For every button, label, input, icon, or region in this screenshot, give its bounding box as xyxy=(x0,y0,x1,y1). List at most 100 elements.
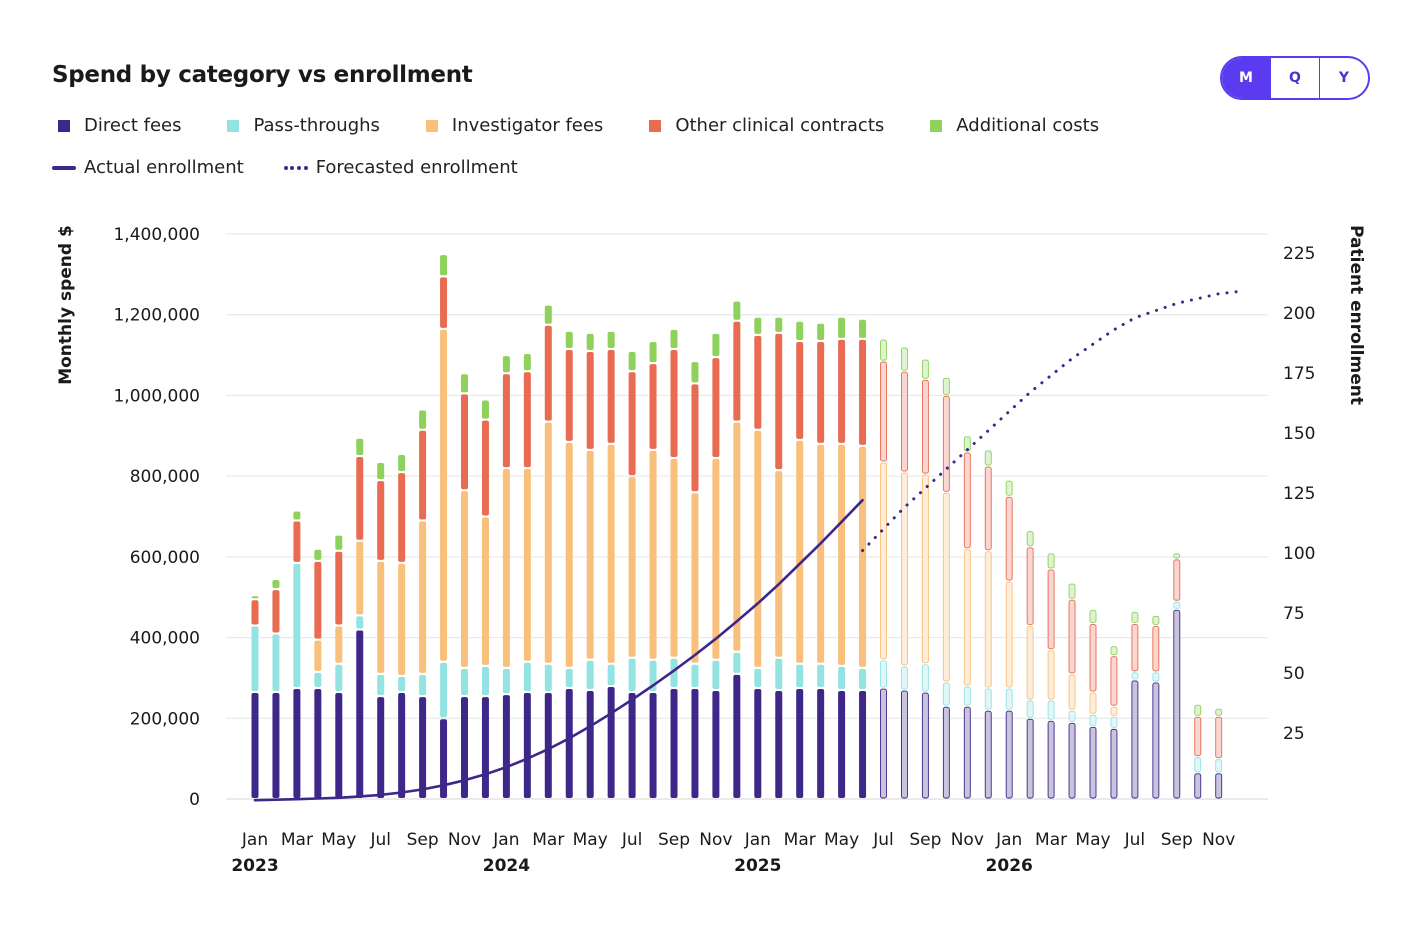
bar-segment-direct-fees[interactable] xyxy=(586,691,594,798)
bar-segment-pass-throughs[interactable] xyxy=(1131,672,1139,680)
bar-segment-investigator-fees[interactable] xyxy=(502,469,510,667)
bar-segment-other-clinical-contracts[interactable] xyxy=(314,561,322,639)
bar-segment-other-clinical-contracts[interactable] xyxy=(691,384,699,492)
bar-segment-additional-costs[interactable] xyxy=(544,305,552,324)
bar-segment-pass-throughs[interactable] xyxy=(272,634,280,692)
bar-segment-additional-costs[interactable] xyxy=(461,374,468,393)
bar-segment-additional-costs[interactable] xyxy=(1131,611,1139,623)
bar-segment-investigator-fees[interactable] xyxy=(1005,581,1013,688)
bar-segment-pass-throughs[interactable] xyxy=(838,666,846,690)
bar-segment-pass-throughs[interactable] xyxy=(293,563,301,688)
bar-segment-additional-costs[interactable] xyxy=(1005,480,1013,496)
bar-segment-investigator-fees[interactable] xyxy=(901,472,908,666)
bar-segment-direct-fees[interactable] xyxy=(293,689,301,798)
bar-segment-additional-costs[interactable] xyxy=(502,356,510,373)
bar-segment-pass-throughs[interactable] xyxy=(880,660,887,688)
bar-segment-additional-costs[interactable] xyxy=(523,354,531,371)
bar-segment-pass-throughs[interactable] xyxy=(419,674,427,696)
bar-segment-direct-fees[interactable] xyxy=(1089,726,1097,799)
bar-segment-other-clinical-contracts[interactable] xyxy=(1026,547,1034,625)
bar-segment-direct-fees[interactable] xyxy=(356,630,364,799)
bar-segment-investigator-fees[interactable] xyxy=(335,626,343,663)
bar-segment-additional-costs[interactable] xyxy=(859,319,867,338)
bar-segment-other-clinical-contracts[interactable] xyxy=(335,551,343,625)
bar-segment-pass-throughs[interactable] xyxy=(712,660,720,690)
bar-segment-other-clinical-contracts[interactable] xyxy=(817,341,825,443)
bar-segment-other-clinical-contracts[interactable] xyxy=(1173,559,1181,601)
bar-segment-direct-fees[interactable] xyxy=(1173,609,1181,799)
bar-segment-investigator-fees[interactable] xyxy=(1026,626,1034,700)
bar-segment-other-clinical-contracts[interactable] xyxy=(377,481,385,560)
bar-segment-direct-fees[interactable] xyxy=(314,689,322,798)
bar-segment-investigator-fees[interactable] xyxy=(481,517,489,665)
bar-segment-other-clinical-contracts[interactable] xyxy=(921,379,929,474)
bar-segment-direct-fees[interactable] xyxy=(1047,720,1055,799)
bar-segment-additional-costs[interactable] xyxy=(817,323,825,340)
bar-segment-direct-fees[interactable] xyxy=(796,689,804,798)
bar-segment-direct-fees[interactable] xyxy=(1194,773,1202,799)
bar-segment-pass-throughs[interactable] xyxy=(1194,757,1202,773)
bar-segment-additional-costs[interactable] xyxy=(335,535,343,550)
bar-segment-other-clinical-contracts[interactable] xyxy=(1110,656,1118,706)
bar-segment-other-clinical-contracts[interactable] xyxy=(1068,599,1076,674)
bar-segment-pass-throughs[interactable] xyxy=(754,668,762,688)
bar-segment-investigator-fees[interactable] xyxy=(880,462,887,660)
bar-segment-pass-throughs[interactable] xyxy=(942,682,950,706)
bar-segment-other-clinical-contracts[interactable] xyxy=(1047,569,1055,650)
period-toggle-year[interactable]: Y xyxy=(1319,58,1368,98)
bar-segment-additional-costs[interactable] xyxy=(880,339,887,361)
bar-segment-direct-fees[interactable] xyxy=(712,691,720,798)
bar-segment-pass-throughs[interactable] xyxy=(335,664,343,692)
bar-segment-pass-throughs[interactable] xyxy=(733,652,741,673)
bar-segment-direct-fees[interactable] xyxy=(523,693,531,798)
bar-segment-pass-throughs[interactable] xyxy=(921,664,929,692)
bar-segment-pass-throughs[interactable] xyxy=(691,664,699,688)
bar-segment-additional-costs[interactable] xyxy=(1215,708,1223,716)
bar-segment-additional-costs[interactable] xyxy=(649,341,657,363)
bar-segment-direct-fees[interactable] xyxy=(544,693,552,798)
bar-segment-investigator-fees[interactable] xyxy=(356,541,364,615)
bar-segment-pass-throughs[interactable] xyxy=(796,664,804,688)
bar-segment-additional-costs[interactable] xyxy=(607,331,615,349)
bar-segment-investigator-fees[interactable] xyxy=(1089,692,1097,714)
bar-segment-other-clinical-contracts[interactable] xyxy=(649,364,657,449)
bar-segment-additional-costs[interactable] xyxy=(754,317,762,334)
bar-segment-additional-costs[interactable] xyxy=(1047,553,1055,569)
bar-segment-pass-throughs[interactable] xyxy=(523,662,531,692)
bar-segment-pass-throughs[interactable] xyxy=(586,660,594,690)
bar-segment-direct-fees[interactable] xyxy=(670,689,678,798)
bar-segment-pass-throughs[interactable] xyxy=(984,688,992,710)
bar-segment-direct-fees[interactable] xyxy=(754,689,762,798)
bar-segment-direct-fees[interactable] xyxy=(1026,718,1034,799)
bar-segment-direct-fees[interactable] xyxy=(481,697,489,798)
bar-segment-other-clinical-contracts[interactable] xyxy=(712,358,720,457)
bar-segment-pass-throughs[interactable] xyxy=(670,658,678,688)
bar-segment-pass-throughs[interactable] xyxy=(859,668,867,690)
bar-segment-direct-fees[interactable] xyxy=(838,691,846,798)
bar-segment-other-clinical-contracts[interactable] xyxy=(356,456,364,540)
bar-segment-additional-costs[interactable] xyxy=(1152,615,1160,625)
bar-segment-other-clinical-contracts[interactable] xyxy=(733,321,741,421)
bar-segment-pass-throughs[interactable] xyxy=(1047,700,1055,720)
bar-segment-additional-costs[interactable] xyxy=(733,301,741,320)
bar-segment-additional-costs[interactable] xyxy=(712,333,720,357)
bar-segment-additional-costs[interactable] xyxy=(272,580,280,589)
bar-segment-other-clinical-contracts[interactable] xyxy=(293,521,301,562)
bar-segment-other-clinical-contracts[interactable] xyxy=(461,394,468,490)
bar-segment-other-clinical-contracts[interactable] xyxy=(1005,496,1013,581)
bar-segment-additional-costs[interactable] xyxy=(670,329,678,349)
bar-segment-other-clinical-contracts[interactable] xyxy=(481,420,489,516)
bar-segment-other-clinical-contracts[interactable] xyxy=(523,372,531,468)
bar-segment-investigator-fees[interactable] xyxy=(565,442,573,667)
bar-segment-pass-throughs[interactable] xyxy=(481,666,489,696)
bar-segment-direct-fees[interactable] xyxy=(607,687,615,798)
bar-segment-pass-throughs[interactable] xyxy=(502,668,510,694)
bar-segment-investigator-fees[interactable] xyxy=(544,422,552,663)
bar-segment-other-clinical-contracts[interactable] xyxy=(628,372,636,476)
bar-segment-investigator-fees[interactable] xyxy=(461,491,468,667)
bar-segment-additional-costs[interactable] xyxy=(984,450,992,466)
bar-segment-direct-fees[interactable] xyxy=(251,693,259,798)
bar-segment-additional-costs[interactable] xyxy=(1089,609,1097,623)
bar-segment-direct-fees[interactable] xyxy=(419,697,427,798)
bar-segment-direct-fees[interactable] xyxy=(377,697,385,798)
